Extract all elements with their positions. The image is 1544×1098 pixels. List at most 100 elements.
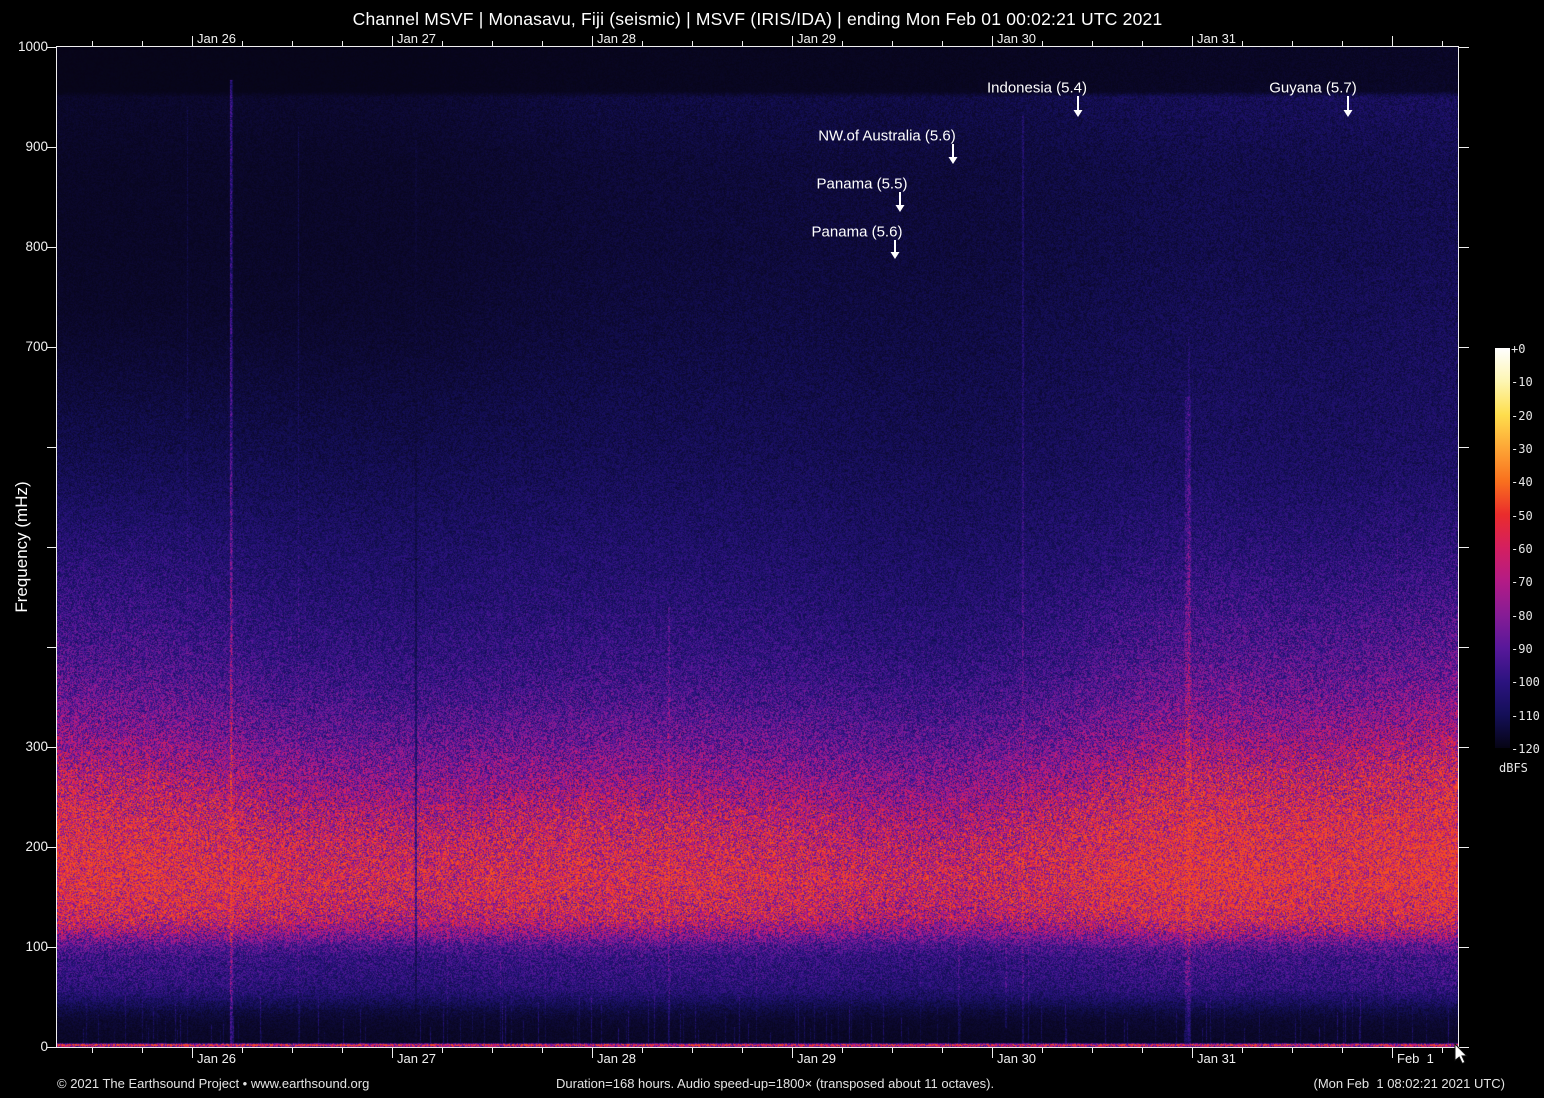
- x-axis-minor-tick: [1242, 1048, 1243, 1053]
- x-axis-minor-tick: [892, 41, 893, 46]
- x-axis-label-bottom: Jan 28: [597, 1051, 637, 1066]
- x-axis-minor-tick: [242, 41, 243, 46]
- colorbar-tick-label: -90: [1511, 642, 1533, 656]
- y-axis-major-tick: [47, 347, 57, 348]
- colorbar-tick-label: -10: [1511, 375, 1533, 390]
- x-axis-minor-tick: [1092, 41, 1093, 46]
- x-axis-minor-tick: [92, 41, 93, 46]
- annotation-label: Guyana (5.7): [1269, 79, 1357, 97]
- x-axis-minor-tick: [942, 1048, 943, 1053]
- footer-timestamp: (Mon Feb 1 08:02:21 2021 UTC): [1313, 1076, 1506, 1091]
- colorbar-tick-label: +0: [1511, 342, 1526, 356]
- y-axis-major-tick: [47, 247, 57, 248]
- x-axis-major-tick: [192, 36, 193, 46]
- x-axis-minor-tick: [142, 1048, 143, 1053]
- x-axis-minor-tick: [342, 1048, 343, 1053]
- x-axis-major-tick: [992, 36, 993, 46]
- y-axis-major-tick: [1459, 947, 1469, 948]
- y-axis-label: 200: [25, 839, 48, 854]
- page-title: Channel MSVF | Monasavu, Fiji (seismic) …: [352, 9, 1163, 29]
- x-axis-minor-tick: [642, 1048, 643, 1053]
- x-axis-major-tick: [792, 36, 793, 46]
- y-axis-major-tick: [47, 947, 57, 948]
- x-axis-label-bottom: Jan 31: [1197, 1051, 1237, 1066]
- y-axis-label: 0: [40, 1039, 48, 1054]
- x-axis-minor-tick: [1142, 1048, 1143, 1053]
- y-axis-label: 1000: [17, 39, 48, 54]
- y-axis-major-tick: [1459, 1047, 1469, 1048]
- y-axis-major-tick: [1459, 247, 1469, 248]
- x-axis-minor-tick: [1292, 1048, 1293, 1053]
- y-axis-major-tick: [1459, 147, 1469, 148]
- footer-copyright: © 2021 The Earthsound Project • www.eart…: [57, 1076, 370, 1091]
- x-axis-minor-tick: [942, 41, 943, 46]
- x-axis-minor-tick: [542, 41, 543, 46]
- x-axis-major-tick: [1192, 1048, 1193, 1058]
- x-axis-label-bottom: Jan 30: [997, 1051, 1037, 1066]
- annotation-label: Panama (5.5): [816, 175, 908, 193]
- x-axis-minor-tick: [492, 41, 493, 46]
- annotation-label: Panama (5.6): [811, 223, 903, 241]
- x-axis-minor-tick: [1342, 41, 1343, 46]
- y-axis-major-tick: [47, 747, 57, 748]
- y-axis-major-tick: [1459, 847, 1469, 848]
- y-axis-major-tick: [1459, 47, 1469, 48]
- x-axis-major-tick: [992, 1048, 993, 1058]
- x-axis-minor-tick: [1342, 1048, 1343, 1053]
- colorbar-tick-label: -60: [1511, 542, 1533, 556]
- colorbar-tick-label: -40: [1511, 475, 1533, 490]
- y-axis-label: 800: [25, 239, 48, 254]
- y-axis-label: 700: [25, 339, 48, 354]
- x-axis-minor-tick: [742, 1048, 743, 1053]
- x-axis-label-top: Jan 28: [597, 31, 637, 46]
- x-axis-major-tick: [592, 36, 593, 46]
- y-axis-major-tick: [1459, 647, 1469, 648]
- y-axis-title: Frequency (mHz): [12, 481, 31, 613]
- x-axis-major-tick: [792, 1048, 793, 1058]
- y-axis-major-tick: [47, 147, 57, 148]
- x-axis-label-top: Jan 29: [797, 31, 837, 46]
- x-axis-minor-tick: [442, 1048, 443, 1053]
- x-axis-major-tick: [1392, 36, 1393, 46]
- y-axis-major-tick: [1459, 747, 1469, 748]
- x-axis-minor-tick: [742, 41, 743, 46]
- y-axis-major-tick: [1459, 447, 1469, 448]
- x-axis-major-tick: [392, 36, 393, 46]
- x-axis-minor-tick: [242, 1048, 243, 1053]
- x-axis-minor-tick: [92, 1048, 93, 1053]
- x-axis-minor-tick: [1142, 41, 1143, 46]
- x-axis-minor-tick: [1442, 1048, 1443, 1053]
- colorbar-gradient: [1495, 348, 1510, 748]
- annotation-label: NW.of Australia (5.6): [818, 127, 956, 145]
- x-axis-minor-tick: [292, 41, 293, 46]
- x-axis-minor-tick: [692, 1048, 693, 1053]
- colorbar-tick-label: -20: [1511, 408, 1533, 423]
- x-axis-minor-tick: [1042, 41, 1043, 46]
- y-axis-major-tick: [1459, 347, 1469, 348]
- y-axis-label: 100: [25, 939, 48, 954]
- x-axis-minor-tick: [1242, 41, 1243, 46]
- x-axis-label-bottom: Jan 27: [397, 1051, 437, 1066]
- x-axis-minor-tick: [1442, 41, 1443, 46]
- y-axis-major-tick: [47, 1047, 57, 1048]
- y-axis-label: 900: [25, 139, 48, 154]
- x-axis-label-bottom: Jan 29: [797, 1051, 837, 1066]
- y-axis-major-tick: [47, 847, 57, 848]
- y-axis-major-tick: [47, 647, 57, 648]
- x-axis-major-tick: [392, 1048, 393, 1058]
- x-axis-minor-tick: [292, 1048, 293, 1053]
- x-axis-label-bottom: Jan 26: [197, 1051, 237, 1066]
- annotation-label: Indonesia (5.4): [986, 79, 1088, 97]
- x-axis-minor-tick: [342, 41, 343, 46]
- colorbar-tick-label: -70: [1511, 575, 1533, 590]
- x-axis-minor-tick: [692, 41, 693, 46]
- x-axis-minor-tick: [892, 1048, 893, 1053]
- colorbar-unit-label: dBFS: [1499, 761, 1528, 775]
- x-axis-minor-tick: [542, 1048, 543, 1053]
- x-axis-minor-tick: [442, 41, 443, 46]
- spectrogram-image: [57, 47, 1458, 1047]
- x-axis-major-tick: [192, 1048, 193, 1058]
- y-axis-major-tick: [47, 447, 57, 448]
- x-axis-minor-tick: [142, 41, 143, 46]
